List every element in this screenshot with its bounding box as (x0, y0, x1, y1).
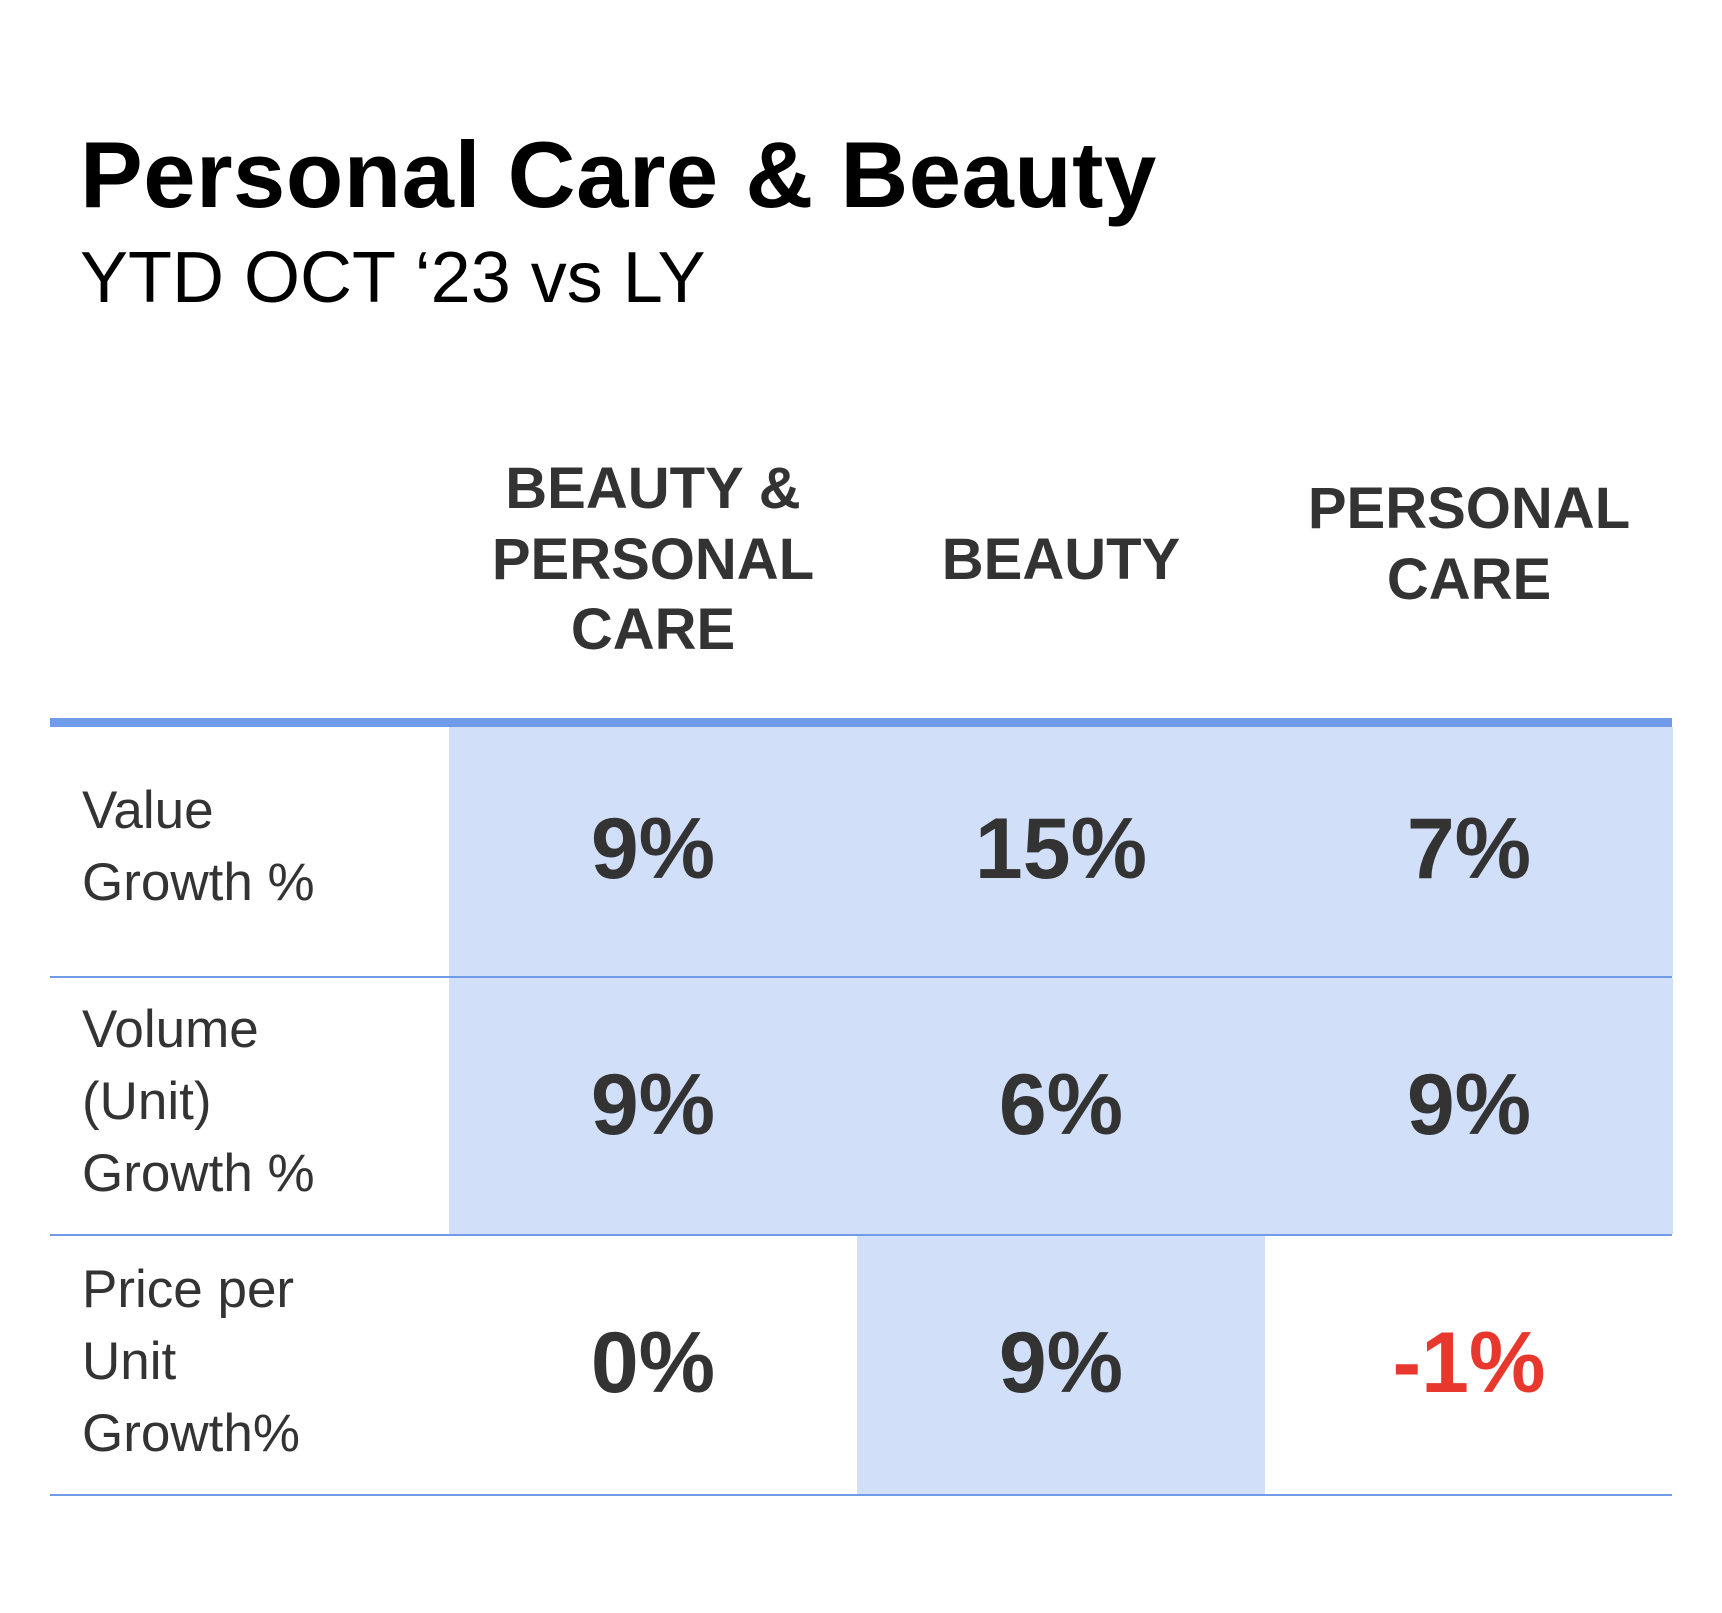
row-divider (50, 976, 1672, 978)
value-cell: 7% (1406, 801, 1532, 897)
highlight-cell (449, 978, 857, 1234)
column-header-line: CARE (570, 597, 736, 663)
column-header-line: PERSONAL (491, 526, 815, 592)
chart-title: Personal Care & Beauty (80, 122, 1157, 227)
column-header-line: PERSONAL (1307, 476, 1631, 542)
row-label-value-growth: Value Growth % (82, 775, 315, 919)
row-divider (50, 1494, 1672, 1496)
chart-subtitle: YTD OCT ‘23 vs LY (80, 238, 706, 318)
value-cell: 6% (998, 1057, 1124, 1153)
value-cell: 9% (590, 1057, 716, 1153)
value-cell: 9% (998, 1315, 1124, 1411)
row-label-line: Growth % (82, 853, 315, 912)
value-cell: 9% (1406, 1057, 1532, 1153)
column-header-beauty: BEAUTY (857, 450, 1265, 670)
value-cell: -1% (1392, 1315, 1546, 1411)
row-label-price-per-unit-growth: Price per Unit Growth% (82, 1254, 300, 1470)
row-label-volume-growth: Volume (Unit) Growth % (82, 994, 315, 1210)
highlight-cell (857, 978, 1265, 1234)
row-label-line: Volume (82, 1000, 259, 1059)
highlight-cell (1265, 727, 1673, 976)
row-label-line: Price per (82, 1260, 295, 1319)
column-header-line: CARE (1386, 547, 1552, 612)
highlight-cell (857, 1236, 1265, 1494)
row-label-line: Growth % (82, 1144, 315, 1203)
highlight-cell (449, 727, 857, 976)
row-divider (50, 1234, 1672, 1236)
highlight-cell (857, 727, 1265, 976)
column-header-line: BEAUTY (941, 526, 1181, 592)
row-label-line: (Unit) (82, 1072, 212, 1131)
value-cell: 0% (590, 1315, 716, 1411)
column-header-personal-care: PERSONAL CARE (1265, 435, 1673, 655)
highlight-cell (1265, 978, 1673, 1234)
row-label-line: Value (82, 781, 214, 840)
value-cell: 15% (974, 801, 1148, 897)
row-label-line: Unit (82, 1332, 177, 1391)
header-rule (50, 718, 1672, 727)
column-header-line: BEAUTY & (505, 455, 801, 521)
value-cell: 9% (590, 801, 716, 897)
row-label-line: Growth% (82, 1404, 300, 1463)
column-header-beauty-personal-care: BEAUTY & PERSONAL CARE (449, 450, 857, 670)
